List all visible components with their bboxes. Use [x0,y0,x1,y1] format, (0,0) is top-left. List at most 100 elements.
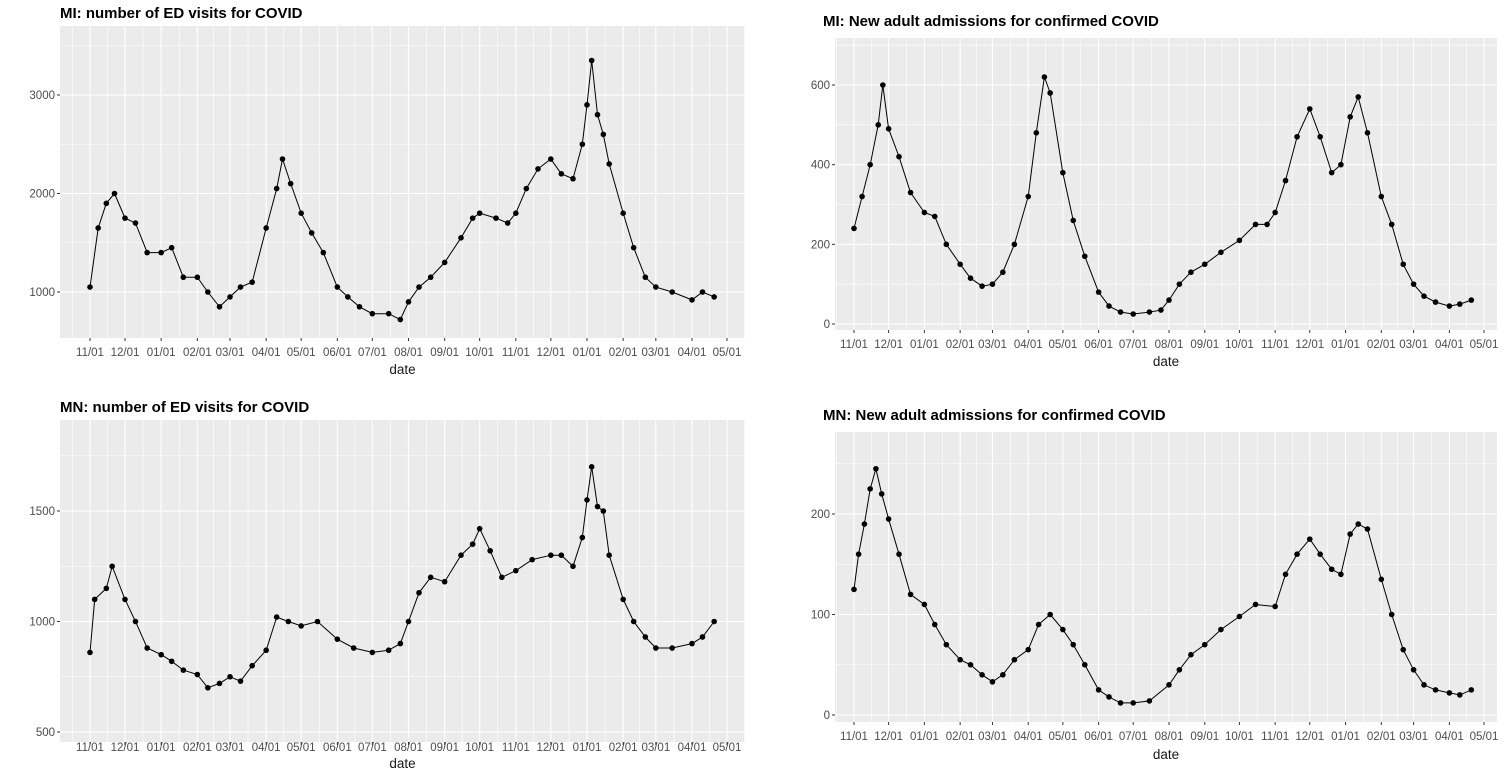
data-point [476,525,483,532]
data-point [216,303,223,310]
data-point [1130,700,1137,706]
data-point [989,281,996,287]
data-point [1347,114,1353,120]
x-tick-label: 03/01 [641,347,670,359]
data-point [1201,641,1208,648]
x-tick-label: 03/01 [641,742,670,754]
data-point [1047,90,1053,96]
x-tick-label: 03/01 [978,731,1007,743]
data-point [642,634,649,640]
data-point [620,596,626,603]
plot-panel [60,26,745,338]
data-point [1364,526,1371,532]
data-point [653,645,659,651]
data-point [594,111,601,118]
data-point [1432,687,1439,693]
data-point [1146,309,1153,315]
data-point [205,685,211,691]
data-point [606,161,612,167]
x-tick-label: 07/01 [358,742,387,754]
x-tick-label: 01/01 [147,347,176,359]
x-tick-label: 06/01 [1084,339,1113,351]
data-point [1060,169,1066,176]
data-point [630,618,637,625]
data-point [1025,193,1032,200]
data-point [1468,297,1475,303]
x-tick-label: 06/01 [323,742,352,754]
data-point [1166,682,1172,688]
data-point [397,640,404,647]
x-axis-title: date [389,362,415,377]
data-point [249,662,255,669]
x-tick-label: 10/01 [1225,731,1254,743]
x-tick-label: 08/01 [394,742,423,754]
data-point [237,284,244,290]
x-tick-label: 10/01 [465,742,494,754]
data-point [158,249,164,256]
x-tick-label: 06/01 [323,347,352,359]
data-point [273,614,280,620]
x-tick-label: 03/01 [1399,731,1428,743]
data-point [1294,133,1300,140]
data-point [880,82,886,88]
data-point [851,225,857,232]
data-point [669,289,675,295]
chart-title: MI: New adult admissions for confirmed C… [823,13,1159,30]
data-point [989,679,996,685]
x-tick-label: 01/01 [573,742,602,754]
x-tick-label: 05/01 [713,347,742,359]
x-tick-label: 12/01 [874,339,903,351]
x-tick-label: 05/01 [1048,731,1077,743]
data-point [513,210,519,216]
x-tick-label: 12/01 [111,742,140,754]
data-point [298,623,304,629]
data-point [711,294,717,300]
data-point [1236,613,1243,620]
x-tick-label: 12/01 [874,731,903,743]
y-tick-label: 200 [811,239,830,251]
data-point [1400,261,1407,268]
data-point [855,551,862,557]
data-point [132,220,139,226]
data-point [1035,621,1042,628]
data-point [385,310,392,317]
data-point [513,567,519,574]
data-point [1188,651,1194,658]
plot-panel [835,38,1497,330]
data-point [103,200,110,207]
data-point [548,552,554,558]
data-point [122,215,128,221]
data-point [249,279,255,285]
x-tick-label: 05/01 [1048,339,1077,351]
data-point [1282,177,1289,184]
x-tick-label: 03/01 [216,347,245,359]
data-point [427,274,434,281]
data-point [227,673,233,680]
y-tick-label: 200 [811,509,830,521]
x-tick-label: 01/01 [573,347,602,359]
data-point [1146,698,1153,704]
data-point [1378,576,1385,583]
data-point [427,574,434,581]
y-tick-label: 0 [824,319,830,331]
x-tick-label: 02/01 [609,742,638,754]
data-point [1355,94,1362,100]
x-tick-label: 12/01 [1295,731,1324,743]
data-point [405,299,412,305]
x-tick-label: 04/01 [1014,731,1043,743]
data-point [499,574,505,581]
data-point [570,563,576,570]
data-point [458,235,464,241]
y-tick-label: 600 [811,80,830,92]
data-point [1317,551,1323,557]
data-point [263,225,269,231]
data-point [558,171,565,177]
data-point [885,126,892,132]
data-point [1047,611,1053,618]
x-tick-label: 10/01 [465,347,494,359]
chart-panel-2: MI: New adult admissions for confirmed C… [811,13,1499,369]
data-point [504,220,511,226]
data-point [1117,309,1124,315]
data-point [1264,221,1270,228]
data-point [273,185,280,192]
